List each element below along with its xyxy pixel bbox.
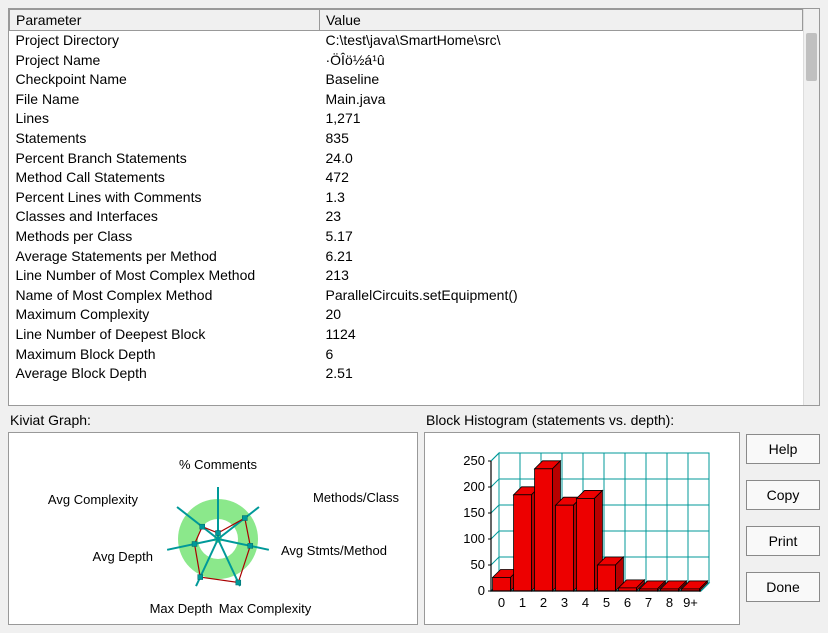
cell-parameter: Methods per Class: [10, 227, 320, 247]
cell-value: C:\test\java\SmartHome\src\: [320, 31, 803, 51]
cell-parameter: Average Block Depth: [10, 364, 320, 384]
cell-value: 835: [320, 129, 803, 149]
cell-parameter: Statements: [10, 129, 320, 149]
svg-text:% Comments: % Comments: [179, 457, 258, 472]
table-row[interactable]: Line Number of Deepest Block1124: [10, 325, 803, 345]
cell-parameter: Method Call Statements: [10, 168, 320, 188]
metrics-dialog: Parameter Value Project DirectoryC:\test…: [8, 8, 820, 625]
cell-parameter: Maximum Complexity: [10, 305, 320, 325]
cell-value: 6: [320, 345, 803, 365]
table-row[interactable]: Maximum Block Depth6: [10, 345, 803, 365]
svg-text:Avg Stmts/Method: Avg Stmts/Method: [281, 543, 387, 558]
cell-parameter: File Name: [10, 90, 320, 110]
svg-text:8: 8: [666, 595, 673, 610]
table-row[interactable]: Lines1,271: [10, 109, 803, 129]
svg-text:50: 50: [471, 557, 485, 572]
table-row[interactable]: Classes and Interfaces23: [10, 207, 803, 227]
histogram-box: 0501001502002500123456789+: [424, 432, 740, 625]
scrollbar-track[interactable]: [803, 9, 819, 405]
histogram-title: Block Histogram (statements vs. depth):: [426, 412, 740, 428]
col-header-parameter[interactable]: Parameter: [10, 10, 320, 31]
cell-parameter: Project Directory: [10, 31, 320, 51]
cell-parameter: Lines: [10, 109, 320, 129]
metrics-table-scroll[interactable]: Parameter Value Project DirectoryC:\test…: [9, 9, 803, 405]
col-header-value[interactable]: Value: [320, 10, 803, 31]
metrics-table-wrap: Parameter Value Project DirectoryC:\test…: [8, 8, 820, 406]
svg-text:150: 150: [463, 505, 485, 520]
bottom-row: Kiviat Graph: % Comments Methods/Class Avg…: [8, 412, 820, 625]
cell-value: ParallelCircuits.setEquipment(): [320, 286, 803, 306]
svg-text:7: 7: [645, 595, 652, 610]
cell-value: Main.java: [320, 90, 803, 110]
svg-text:Max Complexity: Max Complexity: [219, 601, 312, 616]
kiviat-title: Kiviat Graph:: [10, 412, 418, 428]
cell-value: 1,271: [320, 109, 803, 129]
table-row[interactable]: Maximum Complexity20: [10, 305, 803, 325]
table-row[interactable]: File NameMain.java: [10, 90, 803, 110]
help-button[interactable]: Help: [746, 434, 820, 464]
scrollbar-thumb[interactable]: [806, 33, 817, 81]
cell-value: 1124: [320, 325, 803, 345]
kiviat-box: % Comments Methods/Class Avg Stmts/Method M…: [8, 432, 418, 625]
cell-value: 2.51: [320, 364, 803, 384]
histogram-panel: Block Histogram (statements vs. depth): …: [424, 412, 740, 625]
table-row[interactable]: Checkpoint NameBaseline: [10, 70, 803, 90]
table-row[interactable]: Percent Lines with Comments1.3: [10, 188, 803, 208]
print-button[interactable]: Print: [746, 526, 820, 556]
svg-text:2: 2: [540, 595, 547, 610]
svg-text:Avg Depth: Avg Depth: [93, 549, 153, 564]
table-row[interactable]: Average Block Depth2.51: [10, 364, 803, 384]
cell-parameter: Maximum Block Depth: [10, 345, 320, 365]
buttons-column: Help Copy Print Done: [746, 412, 820, 625]
done-button[interactable]: Done: [746, 572, 820, 602]
svg-text:6: 6: [624, 595, 631, 610]
svg-text:Max Depth: Max Depth: [150, 601, 213, 616]
kiviat-graph: % Comments Methods/Class Avg Stmts/Method M…: [13, 439, 413, 619]
cell-parameter: Percent Branch Statements: [10, 149, 320, 169]
metrics-table: Parameter Value Project DirectoryC:\test…: [9, 9, 803, 384]
table-row[interactable]: Average Statements per Method6.21: [10, 247, 803, 267]
table-row[interactable]: Line Number of Most Complex Method213: [10, 266, 803, 286]
svg-text:Methods/Class: Methods/Class: [313, 490, 399, 505]
cell-parameter: Line Number of Deepest Block: [10, 325, 320, 345]
copy-button[interactable]: Copy: [746, 480, 820, 510]
svg-text:0: 0: [498, 595, 505, 610]
svg-text:200: 200: [463, 479, 485, 494]
cell-value: 5.17: [320, 227, 803, 247]
cell-parameter: Name of Most Complex Method: [10, 286, 320, 306]
svg-text:0: 0: [478, 583, 485, 598]
cell-value: Baseline: [320, 70, 803, 90]
svg-text:Avg Complexity: Avg Complexity: [48, 492, 139, 507]
svg-text:1: 1: [519, 595, 526, 610]
svg-text:4: 4: [582, 595, 589, 610]
cell-value: ·ÖÎö½á¹û: [320, 51, 803, 71]
table-row[interactable]: Project DirectoryC:\test\java\SmartHome\…: [10, 31, 803, 51]
cell-value: 24.0: [320, 149, 803, 169]
cell-value: 20: [320, 305, 803, 325]
table-row[interactable]: Percent Branch Statements24.0: [10, 149, 803, 169]
cell-value: 23: [320, 207, 803, 227]
cell-parameter: Project Name: [10, 51, 320, 71]
svg-text:250: 250: [463, 453, 485, 468]
cell-parameter: Line Number of Most Complex Method: [10, 266, 320, 286]
table-row[interactable]: Name of Most Complex MethodParallelCircu…: [10, 286, 803, 306]
cell-parameter: Average Statements per Method: [10, 247, 320, 267]
svg-text:5: 5: [603, 595, 610, 610]
histogram-chart: 0501001502002500123456789+: [437, 441, 727, 616]
cell-value: 6.21: [320, 247, 803, 267]
cell-parameter: Classes and Interfaces: [10, 207, 320, 227]
cell-parameter: Percent Lines with Comments: [10, 188, 320, 208]
cell-parameter: Checkpoint Name: [10, 70, 320, 90]
table-row[interactable]: Project Name·ÖÎö½á¹û: [10, 51, 803, 71]
cell-value: 213: [320, 266, 803, 286]
cell-value: 472: [320, 168, 803, 188]
table-row[interactable]: Method Call Statements472: [10, 168, 803, 188]
kiviat-panel: Kiviat Graph: % Comments Methods/Class Avg…: [8, 412, 418, 625]
svg-text:100: 100: [463, 531, 485, 546]
cell-value: 1.3: [320, 188, 803, 208]
svg-text:3: 3: [561, 595, 568, 610]
table-row[interactable]: Statements835: [10, 129, 803, 149]
svg-text:9+: 9+: [683, 595, 698, 610]
table-row[interactable]: Methods per Class5.17: [10, 227, 803, 247]
